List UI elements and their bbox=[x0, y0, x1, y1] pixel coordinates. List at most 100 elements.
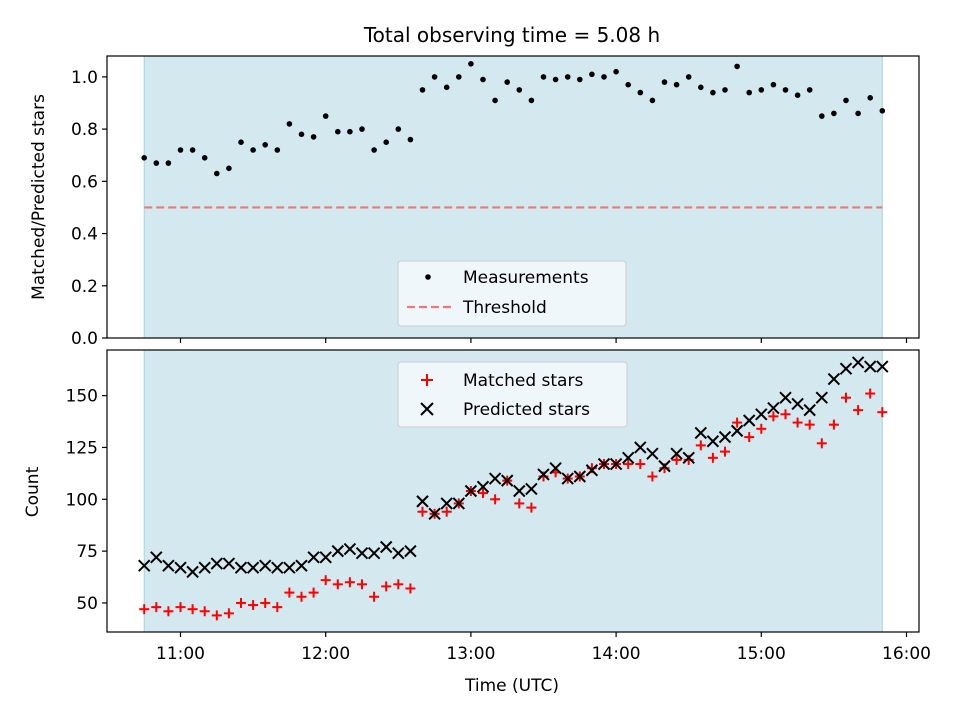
predicted-star-point bbox=[694, 426, 708, 440]
measurement-point bbox=[564, 74, 571, 80]
predicted-star-point bbox=[791, 397, 804, 411]
predicted-star-point bbox=[404, 544, 417, 558]
measurement-point bbox=[516, 87, 523, 93]
predicted-star-point bbox=[779, 391, 792, 404]
predicted-star-point bbox=[307, 551, 320, 564]
predicted-legend-marker bbox=[420, 402, 434, 416]
x-tick-label: 13:00 bbox=[446, 644, 495, 664]
measurement-point bbox=[589, 71, 595, 78]
matched-star-point bbox=[853, 405, 864, 416]
y-tick-label: 125 bbox=[66, 438, 98, 458]
matched-legend-label: Matched stars bbox=[463, 371, 583, 391]
matched-star-point bbox=[671, 454, 682, 465]
measurement-point bbox=[407, 136, 414, 143]
measurement-point bbox=[819, 113, 825, 119]
predicted-star-point bbox=[513, 484, 526, 498]
predicted-star-point bbox=[755, 408, 768, 421]
predicted-star-point bbox=[137, 559, 151, 572]
measurement-point bbox=[322, 113, 329, 119]
measurement-point bbox=[335, 128, 341, 135]
x-tick-label: 12:00 bbox=[301, 644, 350, 664]
predicted-star-point bbox=[343, 542, 357, 556]
matched-star-point bbox=[272, 602, 283, 613]
matched-star-point bbox=[792, 417, 803, 428]
predicted-star-point bbox=[827, 372, 841, 386]
matched-star-point bbox=[357, 579, 367, 590]
measurement-point bbox=[431, 74, 438, 80]
measurement-point bbox=[214, 170, 220, 177]
measurement-point bbox=[673, 81, 680, 88]
y-tick-label: 1.0 bbox=[71, 68, 98, 88]
predicted-star-point bbox=[682, 451, 695, 465]
matched-star-point bbox=[478, 488, 488, 499]
matched-legend-marker bbox=[421, 374, 433, 386]
counts-plot-area bbox=[106, 349, 920, 633]
y-tick-label: 0.2 bbox=[71, 277, 98, 297]
counts-x-axis-ticks: 11:00 12:00 13:00 14:00 15:00 16:00 bbox=[156, 632, 931, 664]
matched-star-point bbox=[381, 581, 392, 592]
predicted-star-point bbox=[271, 561, 284, 574]
matched-star-point bbox=[236, 597, 246, 608]
matched-star-point bbox=[405, 583, 416, 594]
predicted-star-point bbox=[730, 424, 744, 438]
measurement-point bbox=[746, 89, 752, 96]
matched-star-point bbox=[248, 600, 259, 611]
measurement-point bbox=[540, 74, 547, 80]
measurement-point bbox=[577, 76, 583, 83]
predicted-star-point bbox=[658, 459, 671, 473]
predicted-star-point bbox=[452, 497, 466, 510]
measurement-point bbox=[710, 89, 716, 96]
measurement-point bbox=[250, 147, 256, 153]
measurement-point bbox=[298, 131, 305, 138]
predicted-star-point bbox=[742, 414, 756, 427]
measurement-point bbox=[286, 121, 293, 127]
matched-star-point bbox=[187, 604, 198, 615]
matched-star-point bbox=[139, 604, 150, 615]
predicted-star-point bbox=[670, 447, 683, 460]
measurement-point bbox=[722, 87, 728, 93]
matched-star-point bbox=[260, 597, 271, 608]
matched-star-point bbox=[284, 587, 295, 598]
measurement-point bbox=[456, 74, 462, 80]
predicted-star-point bbox=[815, 391, 829, 404]
measurement-point bbox=[480, 76, 486, 83]
matched-star-point bbox=[514, 498, 525, 509]
predicted-star-point bbox=[500, 474, 514, 487]
ratio-panel: Total observing time = 5.08 h 0.00.20.40… bbox=[29, 23, 920, 349]
measurement-point bbox=[552, 76, 559, 83]
ratio-y-axis-ticks: 0.0 0.2 0.4 0.6 0.8 1.0 bbox=[71, 68, 107, 349]
matched-star-point bbox=[635, 459, 646, 470]
predicted-star-point bbox=[621, 451, 635, 465]
matched-star-point bbox=[695, 440, 706, 451]
predicted-star-point bbox=[162, 559, 175, 572]
ratio-x-axis-ticks bbox=[179, 338, 908, 343]
matched-star-point bbox=[526, 502, 537, 513]
measurement-point bbox=[843, 97, 849, 104]
matched-star-point bbox=[804, 419, 815, 430]
matched-star-point bbox=[211, 610, 222, 621]
predicted-star-point bbox=[222, 557, 236, 570]
predicted-star-point bbox=[464, 484, 478, 498]
predicted-star-point bbox=[609, 457, 623, 471]
measurement-point bbox=[347, 128, 353, 135]
predicted-star-point bbox=[319, 551, 332, 564]
measurement-point bbox=[492, 97, 498, 104]
predicted-star-point bbox=[706, 435, 720, 448]
matched-star-point bbox=[732, 417, 743, 428]
ratio-y-axis-label: Matched/Predicted stars bbox=[29, 94, 49, 300]
matched-star-point bbox=[828, 419, 839, 430]
matched-star-point bbox=[707, 452, 718, 463]
x-tick-label: 14:00 bbox=[592, 644, 641, 664]
predicted-star-point bbox=[150, 551, 163, 564]
predicted-star-point bbox=[573, 470, 587, 483]
measurement-point bbox=[528, 97, 535, 104]
measurement-point bbox=[238, 139, 244, 145]
x-tick-label: 16:00 bbox=[882, 644, 931, 664]
matched-star-point bbox=[417, 506, 428, 517]
matched-star-point bbox=[332, 579, 343, 590]
matched-star-point bbox=[756, 423, 767, 434]
predicted-star-point bbox=[392, 546, 405, 560]
predicted-star-point bbox=[198, 561, 211, 574]
